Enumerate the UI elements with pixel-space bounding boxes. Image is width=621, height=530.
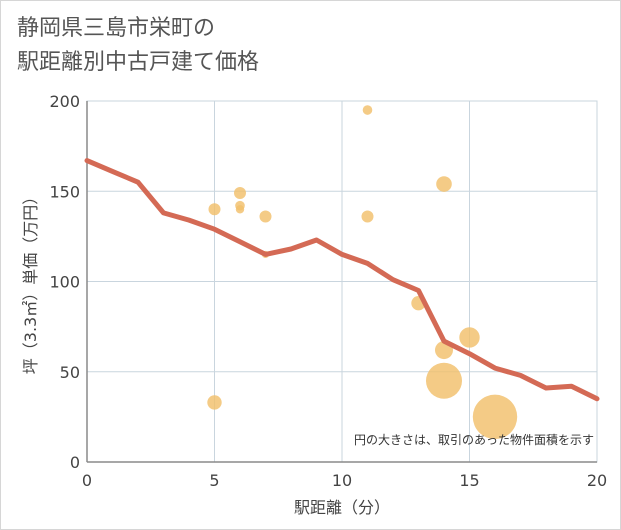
scatter-point-10	[436, 176, 452, 192]
scatter-point-7	[362, 105, 373, 115]
y-axis-label: 坪（3.3㎡）単価（万円）	[21, 189, 40, 374]
chart-title: 静岡県三島市栄町の 駅距離別中古戸建て価格	[17, 12, 259, 80]
scatter-point-13	[459, 327, 480, 348]
y-tick-label-0: 0	[70, 453, 80, 472]
scatter-point-1	[207, 395, 222, 410]
scatter-series	[207, 105, 518, 440]
x-tick-label-10: 10	[332, 471, 352, 490]
x-tick-label-15: 15	[459, 471, 479, 490]
x-tick-label-20: 20	[587, 471, 607, 490]
size-legend-note: 円の大きさは、取引のあった物件面積を示す	[354, 432, 594, 447]
x-tick-label-0: 0	[82, 471, 92, 490]
scatter-point-5	[259, 210, 272, 223]
y-tick-label-150: 150	[49, 182, 80, 201]
chart-title-line-2: 駅距離別中古戸建て価格	[17, 50, 260, 75]
x-tick-label-5: 5	[209, 471, 219, 490]
y-tick-label-100: 100	[49, 273, 80, 292]
y-tick-label-200: 200	[49, 92, 80, 111]
y-tick-label-50: 50	[60, 363, 80, 382]
chart-title-line-1: 静岡県三島市栄町の	[17, 16, 216, 41]
scatter-point-14	[472, 394, 518, 440]
scatter-point-4	[235, 205, 245, 214]
trend-line	[84, 158, 600, 402]
scatter-point-12	[426, 362, 462, 399]
scatter-point-8	[361, 210, 374, 223]
scatter-point-2	[234, 187, 246, 200]
x-axis-label: 駅距離（分）	[294, 498, 390, 517]
scatter-point-0	[208, 203, 221, 216]
